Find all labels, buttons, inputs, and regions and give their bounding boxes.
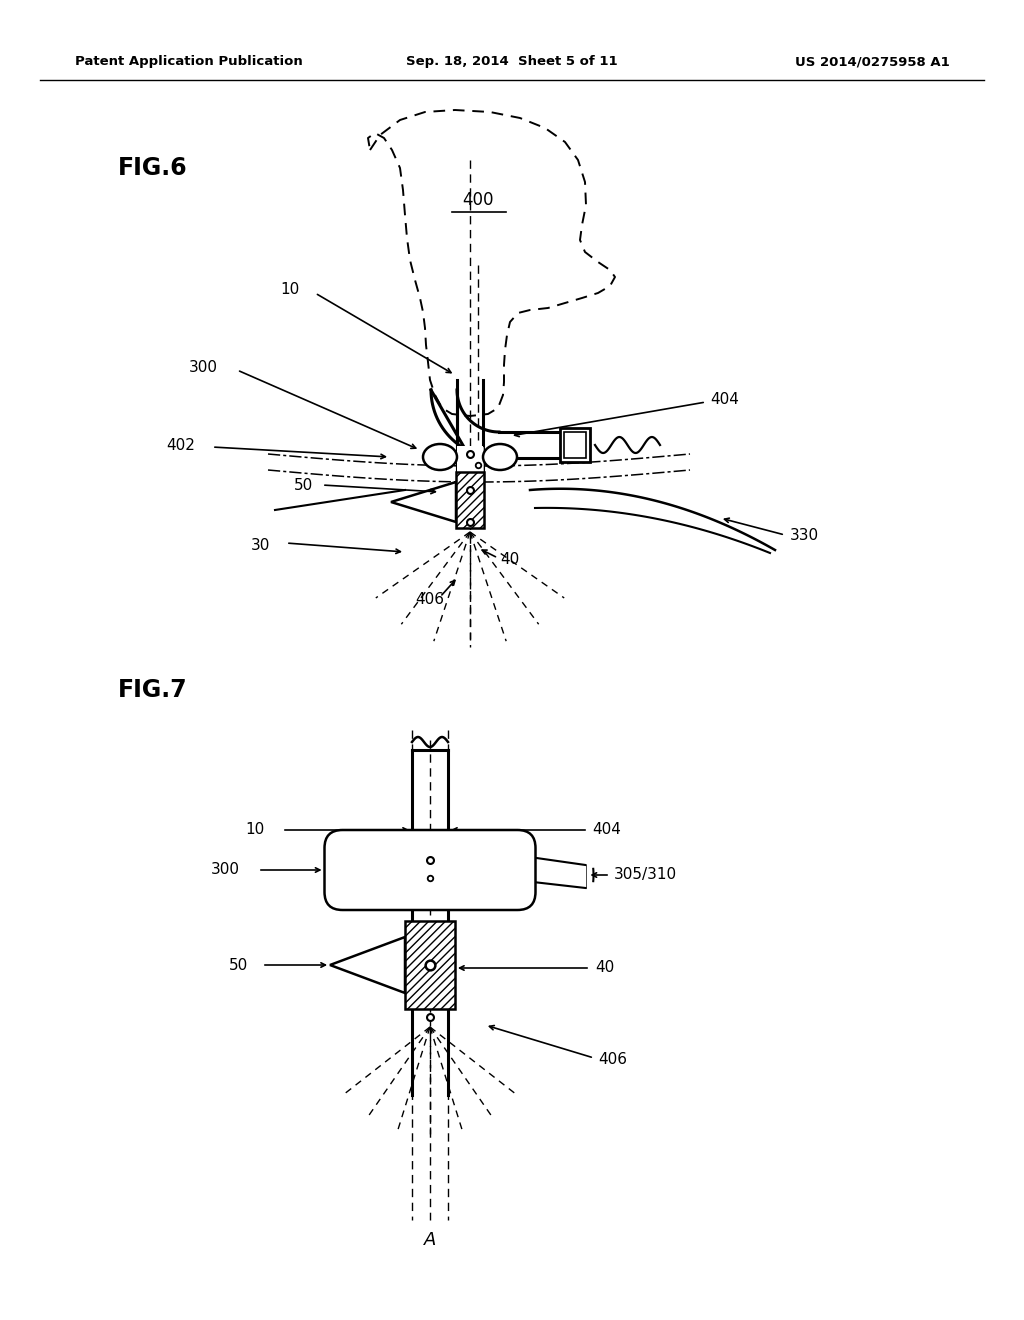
Text: 404: 404 xyxy=(710,392,739,408)
Text: Sep. 18, 2014  Sheet 5 of 11: Sep. 18, 2014 Sheet 5 of 11 xyxy=(407,55,617,69)
Text: 402: 402 xyxy=(166,437,195,453)
Text: 40: 40 xyxy=(595,961,614,975)
Polygon shape xyxy=(391,482,456,521)
Bar xyxy=(560,428,590,462)
Text: 404: 404 xyxy=(592,822,621,837)
Text: 300: 300 xyxy=(189,360,218,375)
Text: 30: 30 xyxy=(251,537,270,553)
Text: A: A xyxy=(424,1232,436,1249)
Text: 406: 406 xyxy=(416,593,444,607)
Text: FIG.6: FIG.6 xyxy=(118,156,187,180)
Text: 300: 300 xyxy=(211,862,240,878)
Ellipse shape xyxy=(483,444,517,470)
Ellipse shape xyxy=(423,444,457,470)
Text: 50: 50 xyxy=(294,478,313,492)
Text: 305/310: 305/310 xyxy=(614,867,677,883)
Text: US 2014/0275958 A1: US 2014/0275958 A1 xyxy=(796,55,950,69)
Text: 400: 400 xyxy=(462,191,494,209)
Text: FIG.7: FIG.7 xyxy=(118,678,187,702)
Bar xyxy=(406,921,455,1008)
Text: 330: 330 xyxy=(790,528,819,543)
Text: 50: 50 xyxy=(228,957,248,973)
Text: 406: 406 xyxy=(598,1052,627,1068)
Text: 10: 10 xyxy=(281,282,300,297)
Text: Patent Application Publication: Patent Application Publication xyxy=(75,55,303,69)
FancyBboxPatch shape xyxy=(325,830,536,909)
Bar xyxy=(456,473,484,528)
Polygon shape xyxy=(330,937,406,993)
Text: 40: 40 xyxy=(500,553,519,568)
Bar xyxy=(457,446,483,473)
Bar xyxy=(564,432,586,458)
Text: 10: 10 xyxy=(246,822,265,837)
